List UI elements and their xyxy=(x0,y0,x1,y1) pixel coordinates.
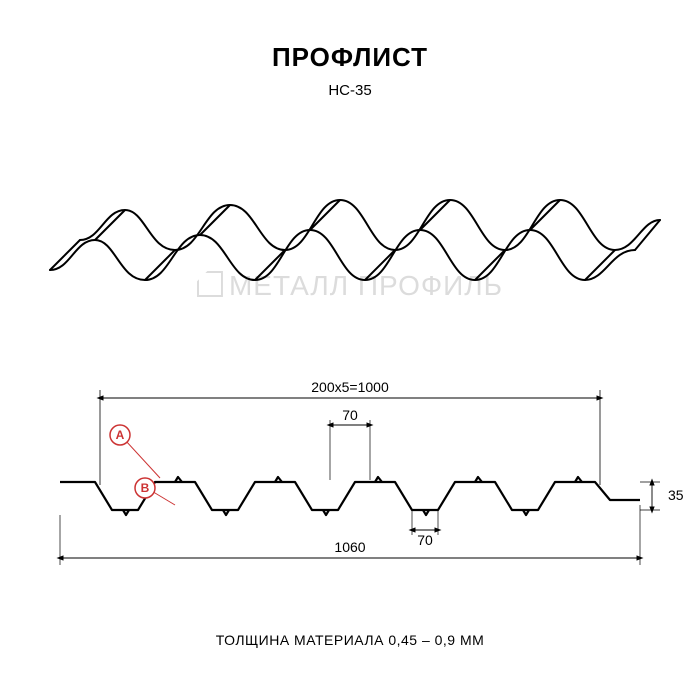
cross-section-view: 200x5=1000 70 70 35 1060 A B xyxy=(0,370,700,590)
page-title: ПРОФЛИСТ xyxy=(0,42,700,73)
dim-pitch-total: 200x5=1000 xyxy=(311,379,389,395)
dim-overall-width: 1060 xyxy=(334,539,365,555)
page-subtitle: НС-35 xyxy=(0,82,700,99)
dim-top-flat: 70 xyxy=(342,407,358,423)
marker-b-label: B xyxy=(141,481,150,495)
isometric-view xyxy=(0,150,700,330)
marker-a-label: A xyxy=(116,428,125,442)
dim-bottom-flat: 70 xyxy=(417,532,433,548)
dim-height: 35 xyxy=(668,487,684,503)
thickness-label: ТОЛЩИНА МАТЕРИАЛА 0,45 – 0,9 ММ xyxy=(0,632,700,648)
